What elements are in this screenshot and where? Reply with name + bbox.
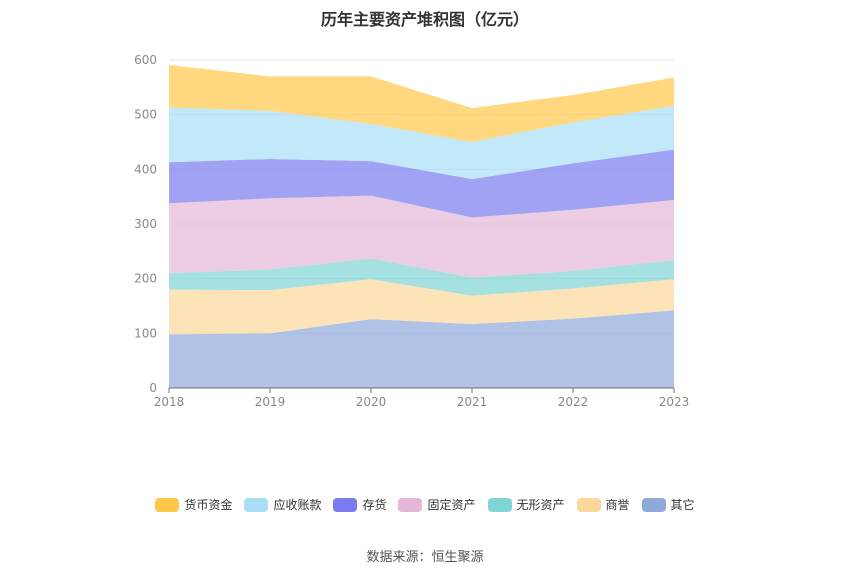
y-tick-label: 100 [134,326,157,340]
area-series-其它 [169,310,674,388]
y-tick-label: 500 [134,108,157,122]
legend-item-应收账款[interactable]: 应收账款 [244,496,321,513]
x-tick-label: 2019 [255,395,286,409]
y-tick-label: 400 [134,162,157,176]
legend-swatch [641,497,666,512]
y-tick-label: 300 [134,217,157,231]
area-series-存货 [169,149,674,218]
area-series-商誉 [169,279,674,335]
stacked-area-chart: 0 100 200 300 400 500 600 2018 2019 2020 2021 2022 2… [134,53,690,409]
x-tick-label: 2023 [659,395,690,409]
y-tick-label: 0 [149,381,157,395]
legend-item-固定资产[interactable]: 固定资产 [398,496,476,513]
legend-label: 固定资产 [427,498,476,512]
x-tick-label: 2022 [558,395,589,409]
legend-swatch [155,497,180,512]
legend-label: 货币资金 [184,498,233,512]
legend-label: 其它 [670,498,695,512]
legend-label: 商誉 [605,498,630,512]
legend-swatch [244,497,269,512]
data-source-note: 数据来源：恒生聚源 [366,550,484,565]
legend-item-其它[interactable]: 其它 [641,496,695,513]
legend-item-商誉[interactable]: 商誉 [576,496,630,513]
legend-swatch [398,497,423,512]
legend-label: 无形资产 [516,498,565,512]
area-series-货币资金 [169,64,674,142]
area-series-固定资产 [169,195,674,278]
chart-legend: 货币资金 应收账款 存货 固定资产 无形资产 商誉 其它 [0,496,850,513]
legend-label: 存货 [362,498,387,512]
legend-swatch [333,497,358,512]
x-tick-label: 2021 [457,395,488,409]
x-tick-label: 2018 [154,395,185,409]
legend-item-存货[interactable]: 存货 [333,496,386,513]
y-tick-label: 600 [134,53,157,67]
y-tick-label: 200 [134,272,157,286]
area-series-无形资产 [169,258,674,296]
legend-label: 应收账款 [273,498,322,512]
x-tick-label: 2020 [356,395,387,409]
area-series-应收账款 [169,105,674,180]
legend-item-货币资金[interactable]: 货币资金 [155,496,232,513]
legend-item-无形资产[interactable]: 无形资产 [487,496,565,513]
legend-swatch [487,497,512,512]
chart-title: 历年主要资产堆积图（亿元） [320,10,529,29]
legend-swatch [576,497,601,512]
